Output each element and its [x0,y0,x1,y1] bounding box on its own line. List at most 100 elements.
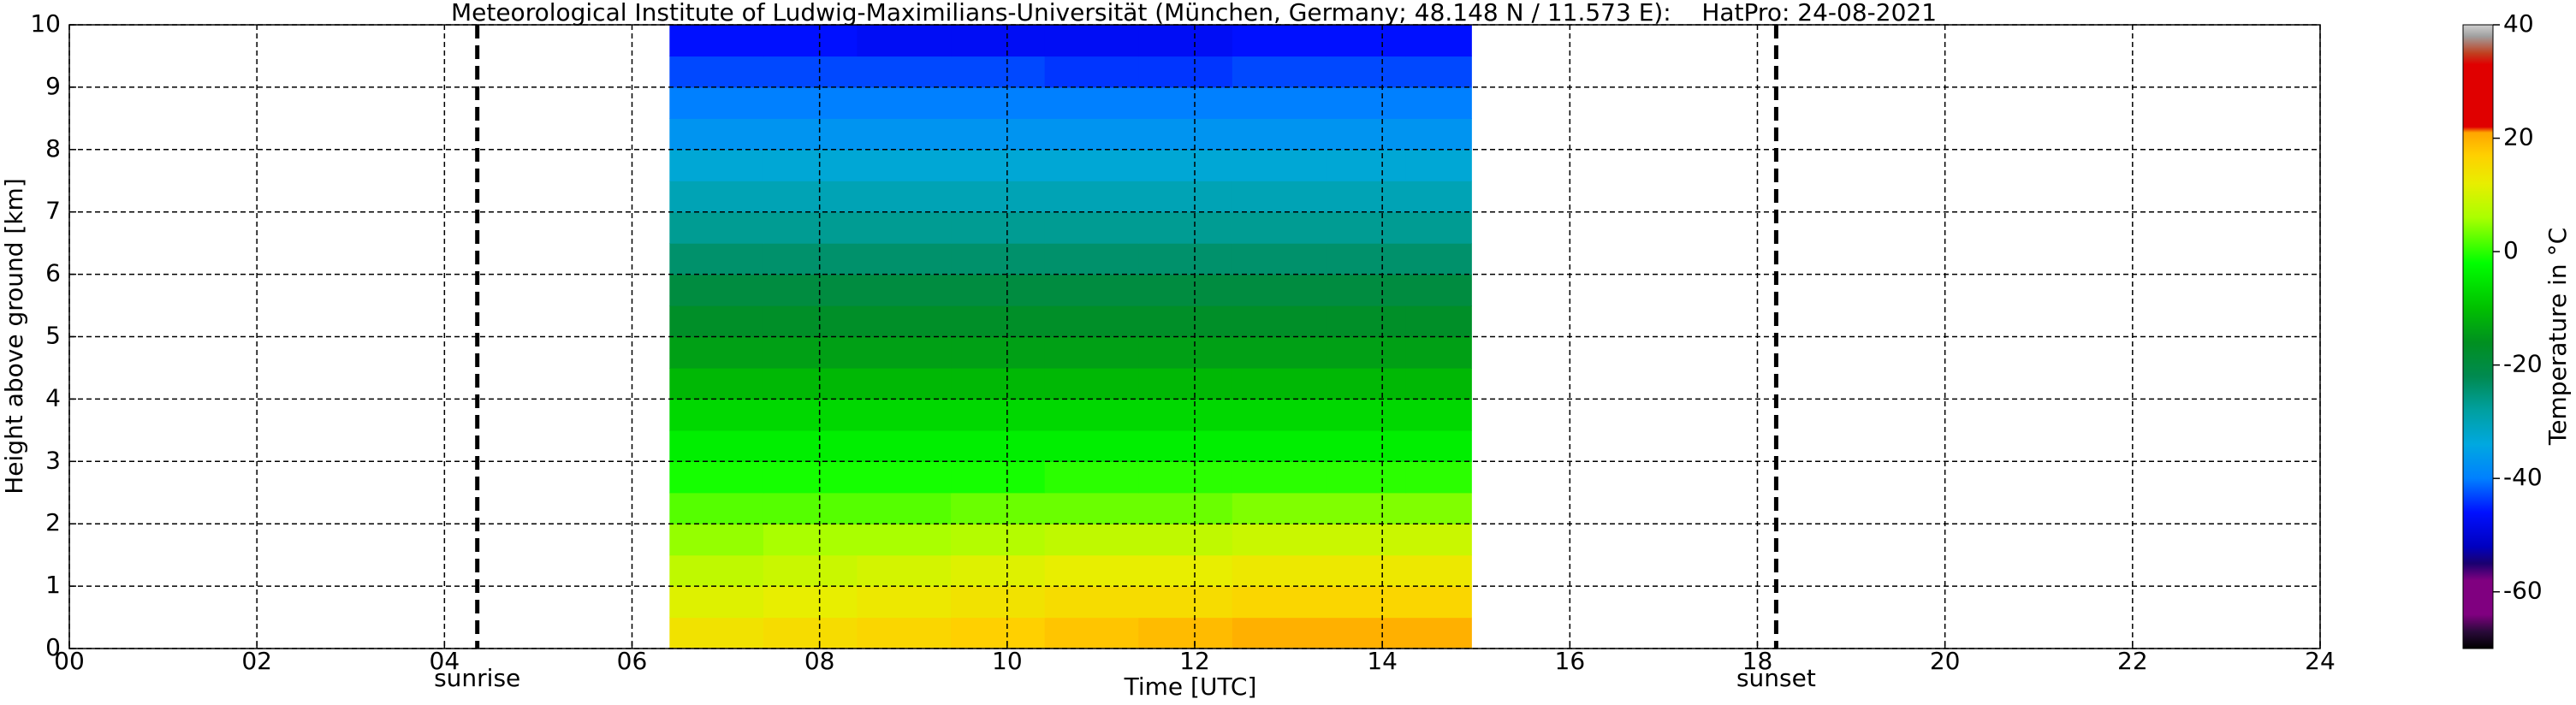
colorbar-tick-label: 0 [2503,236,2519,264]
heatmap-cell [1138,118,1233,151]
x-tick-label: 00 [54,647,85,675]
y-tick-label: 5 [45,322,61,350]
heatmap-cell [669,243,764,275]
heatmap-cell [1326,524,1407,556]
heatmap-cell [857,586,952,619]
heatmap-cell [1044,367,1139,400]
heatmap-cell [1138,56,1233,88]
heatmap-cell [763,367,858,400]
heatmap-cell [1405,149,1472,181]
heatmap-cell [1044,211,1139,244]
heatmap-cell [1044,524,1139,556]
heatmap-cell [1232,56,1327,88]
x-tick-label: 06 [617,647,648,675]
heatmap-cell [763,25,858,57]
heatmap-cell [1405,430,1472,462]
heatmap-cell [763,56,858,88]
heatmap-cell [1232,586,1327,619]
heatmap-cell [1405,181,1472,213]
heatmap-cell [1405,211,1472,244]
heatmap-cell [669,181,764,213]
heatmap-cell [669,524,764,556]
y-tick-label: 2 [45,508,61,536]
heatmap-cell [1138,181,1233,213]
event-label: sunrise [434,664,520,692]
heatmap-cell [1138,367,1233,400]
heatmap-cell [763,118,858,151]
heatmap-cell [1232,181,1327,213]
y-tick-label: 7 [45,197,61,225]
heatmap-cell [951,524,1046,556]
heatmap-cell [1405,336,1472,369]
heatmap-cell [1405,56,1472,88]
heatmap-cell [669,554,764,587]
heatmap-cell [1044,149,1139,181]
heatmap-cell [763,274,858,306]
heatmap-cell [1138,461,1233,494]
heatmap-cell [1326,243,1407,275]
heatmap-cell [1044,118,1139,151]
y-tick-label: 0 [45,633,61,661]
heatmap-cell [951,56,1046,88]
heatmap-cell [857,243,952,275]
x-tick-label: 22 [2117,647,2148,675]
heatmap-cell [1044,554,1139,587]
heatmap-cell [1138,211,1233,244]
heatmap-cell [1405,461,1472,494]
plot-frame [68,24,2321,649]
x-tick-label: 04 [430,647,460,675]
heatmap-cell [951,118,1046,151]
y-axis-label: Height above ground [km] [0,178,28,495]
heatmap-cell [857,430,952,462]
heatmap-cell [1138,492,1233,524]
heatmap-cell [1326,305,1407,338]
heatmap-cell [763,430,858,462]
heatmap-cell [1138,617,1233,649]
x-axis-label: Time [UTC] [1124,672,1257,701]
heatmap-cell [1405,25,1472,57]
heatmap-cell [857,211,952,244]
heatmap-cell [1326,181,1407,213]
heatmap-cell [1138,524,1233,556]
heatmap-cell [1232,524,1327,556]
heatmap-cell [763,149,858,181]
x-tick-label: 24 [2305,647,2336,675]
chart-title: Meteorological Institute of Ludwig-Maxim… [451,0,1937,27]
y-tick-label: 8 [45,134,61,163]
heatmap-cell [1232,305,1327,338]
heatmap-cell [1326,617,1407,649]
x-tick-label: 20 [1930,647,1961,675]
heatmap-cell [1232,554,1327,587]
heatmap-cell [1232,461,1327,494]
heatmap-cell [1232,492,1327,524]
heatmap-cell [857,118,952,151]
heatmap-cell [763,211,858,244]
heatmap-cell [1138,336,1233,369]
heatmap-cell [763,243,858,275]
heatmap-cell [1138,274,1233,306]
heatmap-cell [1405,86,1472,119]
heatmap-cell [1138,25,1233,57]
heatmap-cell [857,25,952,57]
heatmap-cell [951,617,1046,649]
heatmap-cell [857,367,952,400]
heatmap-cell [857,554,952,587]
heatmap-cell [857,86,952,119]
heatmap-cell [763,336,858,369]
heatmap-cell [951,149,1046,181]
colorbar-tick-label: 20 [2503,123,2534,151]
x-tick-label: 12 [1179,647,1210,675]
heatmap-cell [951,492,1046,524]
heatmap-cell [1405,617,1472,649]
heatmap-cell [669,461,764,494]
heatmap-cell [1326,399,1407,431]
heatmap-cell [1326,118,1407,151]
heatmap-cell [857,149,952,181]
heatmap-cell [857,336,952,369]
heatmap-cell [951,586,1046,619]
heatmap-cell [857,399,952,431]
heatmap-cell [1138,554,1233,587]
heatmap-cell [669,336,764,369]
heatmap-cell [1232,274,1327,306]
heatmap-cell [1232,617,1327,649]
